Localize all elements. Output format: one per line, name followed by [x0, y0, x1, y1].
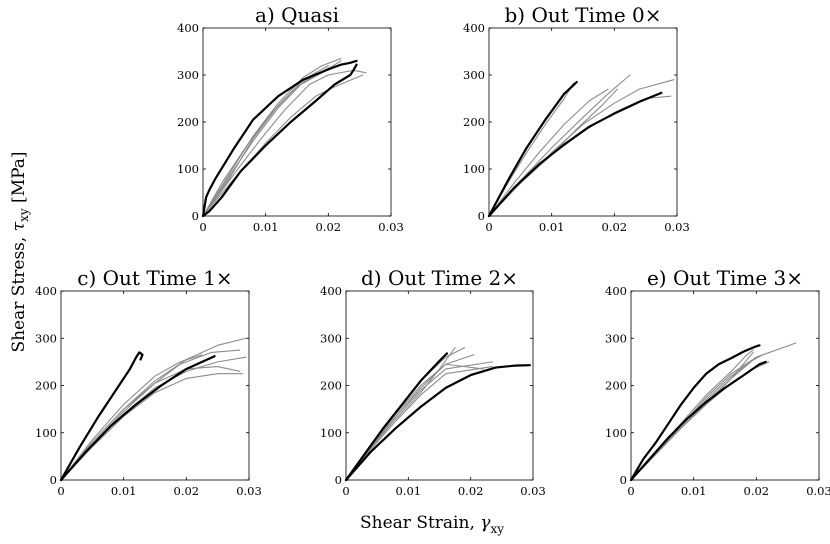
series-line-3 [60, 337, 247, 481]
y-tick-label: 0 [50, 473, 57, 487]
panel-e-out-time-3x: e) Out Time 3× 0 0.01 0.02 0.03 0 100 200 300 400 [605, 266, 830, 498]
y-tick-label: 300 [605, 331, 627, 345]
panel-title: d) Out Time 2× [361, 266, 518, 290]
series-line-1 [629, 344, 761, 482]
series-line-2 [201, 63, 358, 218]
series-line-4 [488, 88, 609, 217]
series-line-1 [59, 351, 144, 482]
x-tick-label: 0.02 [174, 484, 200, 498]
axes-frame [345, 290, 534, 481]
x-tick-label: 0.03 [664, 220, 690, 234]
x-tick-label: 0 [342, 484, 349, 498]
x-tick-label: 0.02 [316, 220, 342, 234]
series-line-3 [630, 342, 797, 481]
x-tick-label: 0.03 [806, 484, 830, 498]
x-tick-label: 0.02 [458, 484, 484, 498]
series-line-2 [629, 360, 767, 482]
y-tick-label: 100 [177, 162, 199, 176]
x-tick-label: 0.01 [111, 484, 137, 498]
series-line-5 [60, 356, 247, 481]
series-line-1 [201, 59, 358, 218]
x-tick-label: 0 [199, 220, 206, 234]
series-line-5 [202, 74, 364, 217]
y-axis-title: Shear Stress, τxy [MPa] [9, 151, 31, 352]
x-axis-title: Shear Strain, γxy [360, 513, 504, 536]
x-tick-label: 0.02 [744, 484, 770, 498]
y-tick-label: 200 [605, 379, 627, 393]
series-line-5 [630, 354, 764, 481]
series-line-6 [202, 69, 367, 217]
x-axis-title-symbol: γ [480, 513, 491, 533]
series-line-8 [630, 356, 757, 481]
x-tick-label: 0.02 [602, 220, 628, 234]
y-tick-label: 100 [320, 426, 342, 440]
x-axis-title-subscript: xy [490, 522, 504, 536]
x-tick-label: 0.01 [681, 484, 707, 498]
y-tick-label: 400 [320, 284, 342, 298]
series-line-4 [60, 349, 241, 481]
x-tick-label: 0.03 [236, 484, 262, 498]
panel-c-out-time-1x: c) Out Time 1× 0 0.01 0.02 0.03 0 100 200 300 400 [35, 266, 262, 498]
axes-frame [60, 290, 250, 481]
x-tick-label: 0 [485, 220, 492, 234]
x-tick-label: 0.01 [539, 220, 565, 234]
axes-frame [488, 27, 678, 217]
y-tick-label: 200 [177, 115, 199, 129]
panel-title: b) Out Time 0× [504, 3, 661, 27]
axes-frame [202, 27, 392, 217]
x-tick-label: 0 [57, 484, 64, 498]
series-line-7 [60, 373, 244, 481]
series-line-5 [345, 361, 494, 481]
x-tick-label: 0.03 [378, 220, 404, 234]
y-axis-title-main: Shear Stress, [9, 231, 29, 352]
series-line-1 [487, 80, 578, 218]
y-tick-label: 200 [320, 379, 342, 393]
x-tick-label: 0.01 [396, 484, 422, 498]
y-tick-label: 300 [177, 68, 199, 82]
y-tick-label: 400 [35, 284, 57, 298]
panel-b-out-time-0x: b) Out Time 0× 0 0.01 0.02 0.03 0 100 200 300 400 [463, 3, 690, 234]
y-tick-label: 400 [177, 21, 199, 35]
panel-title: e) Out Time 3× [647, 266, 803, 290]
y-tick-label: 400 [605, 284, 627, 298]
y-tick-label: 100 [605, 426, 627, 440]
series-line-8 [488, 95, 672, 217]
y-tick-label: 200 [463, 115, 485, 129]
series-line-3 [488, 82, 575, 217]
panel-title: c) Out Time 1× [77, 266, 232, 290]
y-tick-label: 0 [620, 473, 627, 487]
y-tick-label: 100 [35, 426, 57, 440]
y-tick-label: 0 [478, 209, 485, 223]
y-axis-title-subscript: xy [17, 208, 31, 222]
series-line-1 [344, 352, 449, 482]
series-line-6 [345, 363, 484, 481]
panel-d-out-time-2x: d) Out Time 2× 0 0.01 0.02 0.03 0 100 200 300 400 [320, 266, 546, 498]
y-tick-label: 100 [463, 162, 485, 176]
y-axis-title-symbol: τ [9, 221, 29, 231]
y-tick-label: 0 [192, 209, 199, 223]
x-tick-label: 0.01 [253, 220, 279, 234]
y-axis-title-unit: [MPa] [9, 151, 29, 208]
x-tick-label: 0.03 [520, 484, 546, 498]
panel-a-quasi: a) Quasi 0 0.01 0.02 0.03 0 100 200 300 400 [177, 3, 404, 234]
x-tick-label: 0 [627, 484, 634, 498]
series-line-7 [345, 366, 494, 481]
series-line-3 [202, 62, 348, 217]
y-tick-label: 400 [463, 21, 485, 35]
series-line-2 [344, 364, 531, 482]
series-line-4 [202, 58, 342, 217]
series-line-8 [345, 347, 456, 481]
series-line-8 [60, 354, 203, 481]
x-axis-title-main: Shear Strain, [360, 513, 480, 533]
y-tick-label: 0 [335, 473, 342, 487]
y-tick-label: 200 [35, 379, 57, 393]
panel-title: a) Quasi [255, 3, 339, 27]
y-tick-label: 300 [35, 331, 57, 345]
y-tick-label: 300 [463, 68, 485, 82]
series-line-2 [59, 355, 216, 482]
series-line-6 [60, 366, 241, 481]
series-line-2 [487, 91, 663, 218]
y-tick-label: 300 [320, 331, 342, 345]
